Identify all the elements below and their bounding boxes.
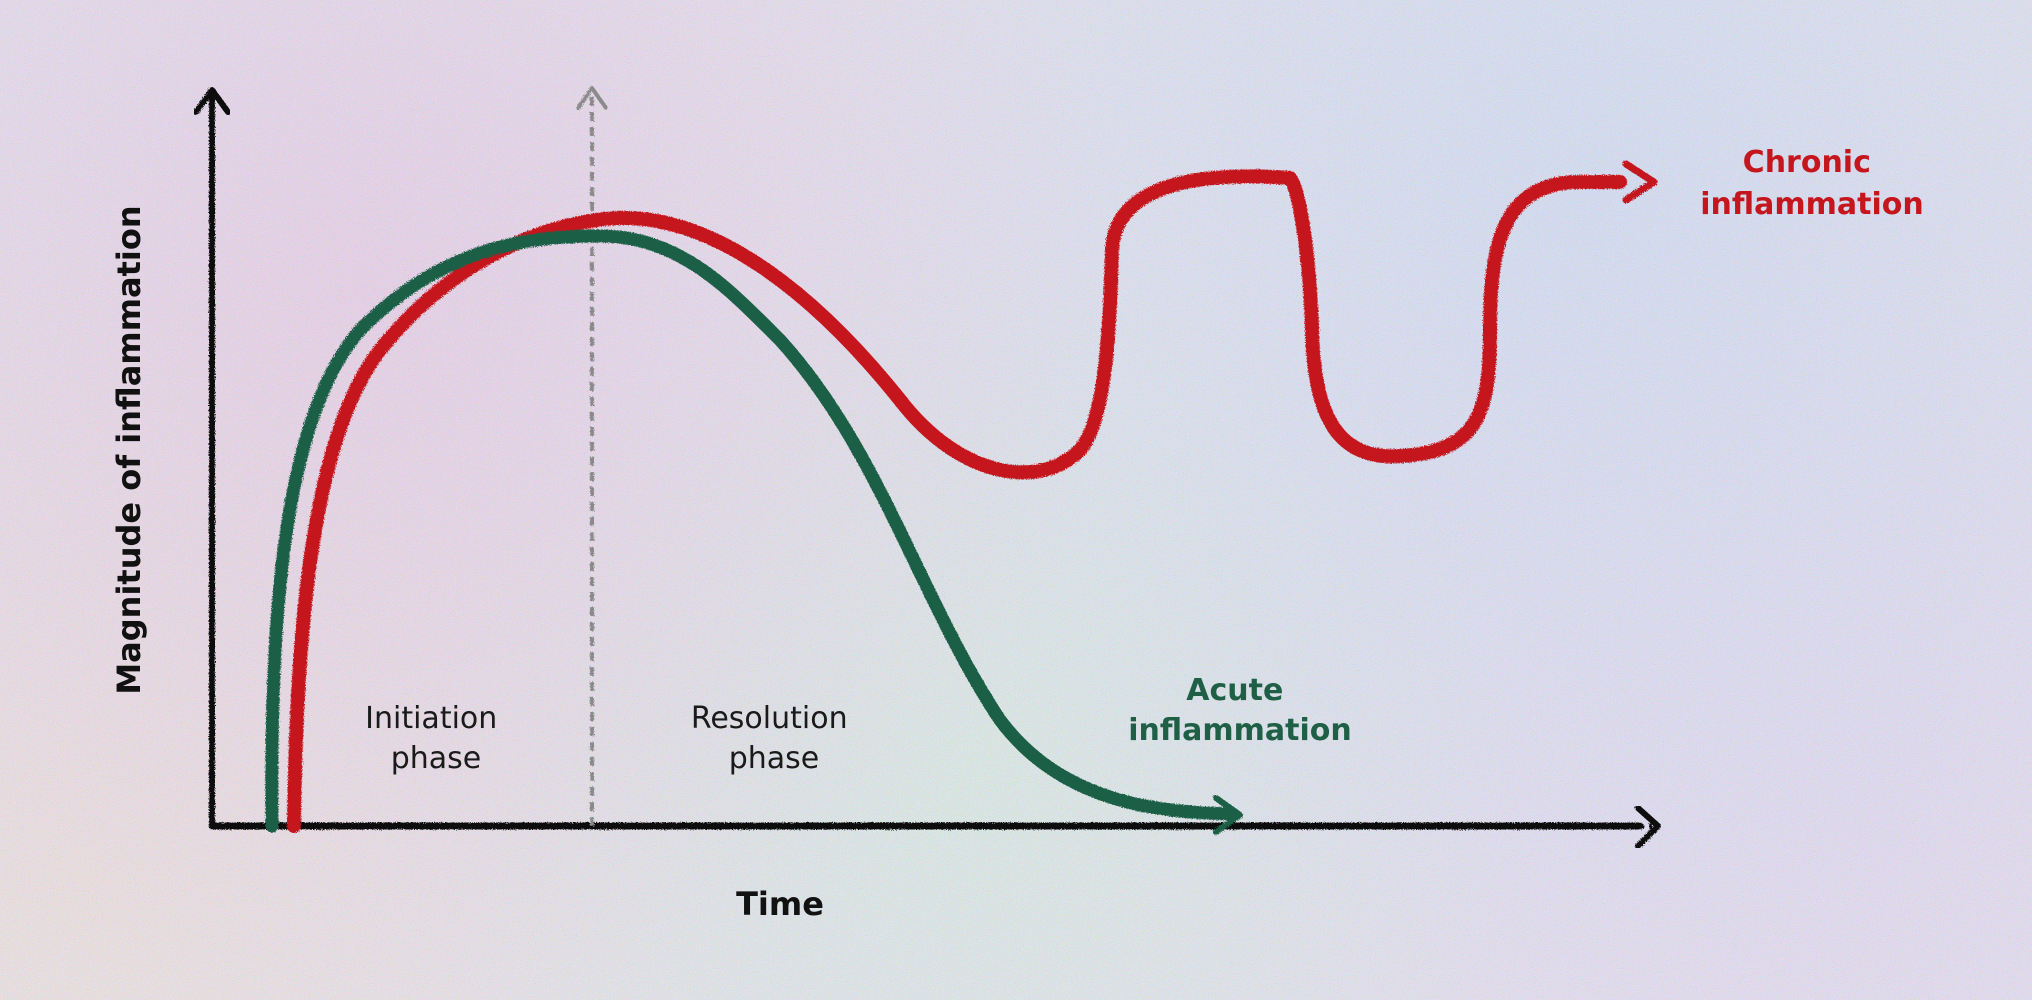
chronic-arrowhead-icon [1622,160,1658,204]
chronic-inflammation-label: Chronic inflammation [1700,145,1923,222]
y-axis [193,87,231,829]
acute-label-line-1: Acute [1186,673,1283,708]
chronic-curve [287,160,1658,833]
chronic-curve-line [287,169,1627,833]
initiation-phase-label: Initiation phase [365,701,507,776]
acute-inflammation-label: Acute inflammation [1128,673,1351,748]
chronic-label-line-1: Chronic [1743,145,1871,180]
x-axis [208,805,1661,849]
acute-arrowhead-icon [1213,795,1243,835]
phase-divider [576,86,608,826]
y-axis-arrowhead-icon [193,87,231,115]
acute-curve [265,229,1243,835]
acute-curve-line [265,229,1237,833]
resolution-phase-line-2: phase [729,741,820,776]
resolution-phase-label: Resolution phase [691,701,857,776]
chronic-label-line-2: inflammation [1700,187,1923,222]
acute-label-line-2: inflammation [1128,713,1351,748]
initiation-phase-line-2: phase [391,741,482,776]
y-axis-label: Magnitude of inflammation [110,205,148,694]
x-axis-label: Time [736,885,824,923]
x-axis-arrowhead-icon [1635,805,1661,849]
initiation-phase-line-1: Initiation [365,701,497,736]
phase-divider-arrowhead-icon [576,86,608,110]
resolution-phase-line-1: Resolution [691,701,848,736]
